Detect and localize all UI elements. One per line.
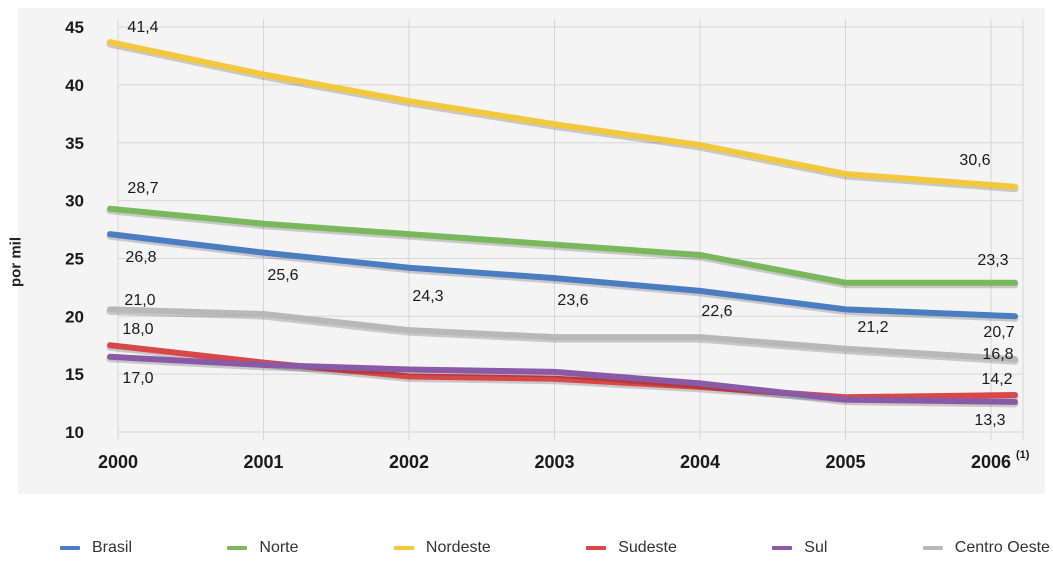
series-line-nordeste bbox=[107, 39, 1018, 190]
data-label-brasil: 25,6 bbox=[267, 267, 298, 284]
line-chart: 10 15 20 25 30 35 40 45 2000 2001 2002 2003 2004 2005… bbox=[65, 18, 1030, 472]
legend-label: Nordeste bbox=[425, 539, 491, 556]
data-label-norte: 28,7 bbox=[127, 180, 158, 197]
x-tick-label: 2000 bbox=[98, 452, 138, 472]
data-label-brasil: 20,7 bbox=[983, 324, 1014, 341]
x-tick-label: 2005 bbox=[825, 452, 865, 472]
data-label-brasil: 26,8 bbox=[125, 249, 156, 266]
legend-swatch bbox=[60, 546, 80, 550]
y-tick-label: 10 bbox=[65, 423, 84, 442]
legend-swatch bbox=[227, 546, 248, 550]
series-line-norte bbox=[107, 205, 1018, 286]
data-label-brasil: 24,3 bbox=[412, 288, 443, 305]
data-label-nordeste: 30,6 bbox=[959, 152, 990, 169]
legend-swatch bbox=[922, 546, 943, 550]
legend-swatch bbox=[772, 546, 793, 550]
legend-item-brasil: Brasil bbox=[60, 539, 132, 557]
data-label-brasil: 21,2 bbox=[857, 319, 888, 336]
data-label-nordeste: 41,4 bbox=[127, 19, 158, 36]
y-tick-label: 35 bbox=[65, 134, 84, 153]
series-line-sul bbox=[107, 353, 1018, 405]
series-line-centro-oeste bbox=[107, 306, 1018, 363]
y-tick-label: 30 bbox=[65, 192, 84, 211]
x-tick-label: 2003 bbox=[534, 452, 574, 472]
x-tick-label: 2006 bbox=[971, 452, 1011, 472]
data-label-sul: 13,3 bbox=[974, 412, 1005, 429]
data-label-centro-oeste: 16,8 bbox=[982, 346, 1013, 363]
data-label-sudeste: 18,0 bbox=[122, 321, 153, 338]
data-label-centro-oeste: 21,0 bbox=[124, 292, 155, 309]
legend-item-centro-oeste: Centro Oeste bbox=[922, 539, 1050, 557]
y-tick-label: 15 bbox=[65, 365, 84, 384]
y-tick-label: 25 bbox=[65, 249, 84, 268]
x-tick-label: 2002 bbox=[389, 452, 429, 472]
data-label-norte: 23,3 bbox=[977, 252, 1008, 269]
data-label-sudeste: 14,2 bbox=[981, 371, 1012, 388]
legend-swatch bbox=[393, 546, 414, 550]
legend-label: Sudeste bbox=[618, 539, 677, 556]
data-label-sul: 17,0 bbox=[122, 370, 153, 387]
data-label-brasil: 23,6 bbox=[557, 292, 588, 309]
legend-label: Sul bbox=[804, 539, 828, 556]
series-line-shadow-nordeste bbox=[106, 40, 1019, 193]
legend: Brasil Norte Nordeste Sudeste Sul Centro Oest… bbox=[60, 536, 1050, 560]
y-axis-label: por mil bbox=[7, 237, 25, 288]
legend-item-sudeste: Sudeste bbox=[586, 539, 677, 557]
series-line-brasil bbox=[107, 231, 1018, 320]
legend-item-nordeste: Nordeste bbox=[393, 539, 491, 557]
data-label-brasil: 22,6 bbox=[701, 303, 732, 320]
x-tick-footnote: (1) bbox=[1016, 449, 1030, 461]
legend-item-sul: Sul bbox=[772, 539, 827, 557]
legend-item-norte: Norte bbox=[227, 539, 299, 557]
y-tick-label: 20 bbox=[65, 307, 84, 326]
y-tick-label: 45 bbox=[65, 18, 84, 37]
x-tick-label: 2001 bbox=[243, 452, 283, 472]
x-tick-label: 2004 bbox=[680, 452, 720, 472]
legend-label: Centro Oeste bbox=[954, 539, 1050, 556]
y-tick-label: 40 bbox=[65, 76, 84, 95]
legend-swatch bbox=[586, 546, 607, 550]
plot-background bbox=[18, 8, 1045, 494]
legend-label: Brasil bbox=[92, 539, 133, 556]
legend-label: Norte bbox=[259, 539, 299, 556]
